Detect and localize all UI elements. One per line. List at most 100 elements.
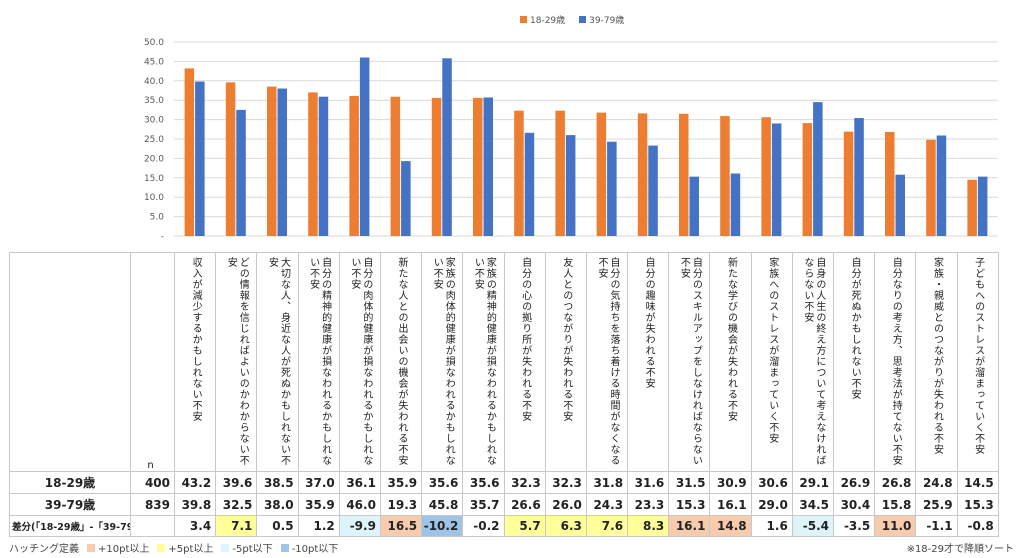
value-cell: 37.0 xyxy=(297,471,340,494)
category-header-cell: 家族の肉体的健康が損なわれるかもしれない不安 xyxy=(421,252,464,472)
hatching-legend-label: ハッチング定義 xyxy=(9,544,79,555)
bar-18-29 xyxy=(514,110,524,236)
value-cell: 14.5 xyxy=(956,471,999,494)
row-label: 39-79歳 xyxy=(9,493,131,516)
chart-legend: 18-29歳 39-79歳 xyxy=(520,12,624,26)
hatching-swatch xyxy=(87,543,95,552)
category-header-cell: 自身の人生の終え方について考えなければならない不安 xyxy=(791,252,835,472)
value-cell: 26.8 xyxy=(874,471,917,494)
value-cell: 16.1 xyxy=(709,493,752,516)
legend-item: 18-29歳 xyxy=(520,12,565,26)
category-label: 自分なりの考え方、思考法が持てない不安 xyxy=(890,257,902,466)
bar-18-29 xyxy=(926,139,936,236)
y-tick-label: 30.0 xyxy=(144,116,164,126)
value-cell: 38.5 xyxy=(256,471,299,494)
value-cell: 26.0 xyxy=(544,493,587,516)
category-label: 子どもへのストレスが溜まっていく不安 xyxy=(972,257,984,455)
bar-39-79 xyxy=(483,97,493,236)
hatching-item: -5pt以下 xyxy=(221,540,273,555)
category-label: 大切な人、身近な人が死ぬかもしれない不安 xyxy=(266,257,290,466)
bar-18-29 xyxy=(267,86,277,237)
bar-39-79 xyxy=(689,176,699,236)
diff-cell: 5.7 xyxy=(503,515,546,537)
table-row: 39-79歳 839 39.8 32.5 38.0 35.9 46.0 19.3 45.8 35.… xyxy=(9,493,999,516)
hatching-label: +10pt以上 xyxy=(98,544,150,555)
bar-39-79 xyxy=(318,96,329,236)
legend-item: 39-79歳 xyxy=(579,12,624,26)
category-label: 新たな学びの機会が失われる不安 xyxy=(725,257,737,422)
bar-18-29 xyxy=(308,92,318,236)
bar-18-29 xyxy=(637,113,648,236)
bar-39-79 xyxy=(565,135,576,236)
sort-note: ※18-29才で降順ソート xyxy=(906,544,1014,555)
category-header-cell: 自分のスキルアップをしなければならない不安 xyxy=(668,252,711,472)
value-cell: 32.3 xyxy=(503,471,546,494)
diff-cell: -5.4 xyxy=(791,515,835,537)
category-header-cell: 自分の趣味が失われる不安 xyxy=(627,252,670,472)
value-cell: 38.0 xyxy=(256,493,299,516)
value-cell: 15.3 xyxy=(668,493,711,516)
hatching-item: +5pt以上 xyxy=(157,540,213,555)
diff-cell: 14.8 xyxy=(709,515,752,537)
bar-18-29 xyxy=(431,97,442,236)
hatching-label: +5pt以上 xyxy=(168,544,214,555)
bar-18-29 xyxy=(802,123,813,236)
y-tick-label: 45.0 xyxy=(144,57,164,67)
bar-39-79 xyxy=(277,88,287,236)
category-label: どの情報を信じればよいのかわからない不安 xyxy=(225,257,249,466)
category-label: 自分が死ぬかもしれない不安 xyxy=(849,257,861,400)
bar-chart: 50.0 45.0 40.0 35.0 30.0 25.0 20.0 15.0 10.0 5.0 - xyxy=(144,38,998,242)
y-tick-label: 20.0 xyxy=(144,154,164,164)
row-label: 18-29歳 xyxy=(9,471,131,494)
category-header-cell: 自分の心の拠り所が失われる不安 xyxy=(503,252,546,472)
y-tick-label: 15.0 xyxy=(144,174,164,184)
diff-cell: -1.1 xyxy=(915,515,958,537)
bar-39-79 xyxy=(936,135,947,236)
value-cell: 35.9 xyxy=(379,471,423,494)
bar-18-29 xyxy=(967,179,977,236)
bar-18-29 xyxy=(596,112,607,236)
bar-39-79 xyxy=(607,141,617,236)
value-cell: 43.2 xyxy=(173,471,217,494)
diff-cell: -3.5 xyxy=(832,515,876,537)
category-header-cell: 大切な人、身近な人が死ぬかもしれない不安 xyxy=(256,252,299,472)
category-label: 自分の気持ちを落ち着ける時間がなくなる不安 xyxy=(595,257,619,466)
category-header-cell: 自分の気持ちを落ち着ける時間がなくなる不安 xyxy=(585,252,629,472)
bar-39-79 xyxy=(442,58,452,236)
legend-label: 18-29歳 xyxy=(530,15,566,26)
y-tick-label: 40.0 xyxy=(144,77,164,87)
bar-18-29 xyxy=(555,110,565,236)
y-tick-label: - xyxy=(161,232,164,242)
y-tick-label: 5.0 xyxy=(150,213,165,223)
value-cell: 23.3 xyxy=(627,493,670,516)
bar-39-79 xyxy=(730,173,741,236)
bar-18-29 xyxy=(473,97,483,236)
diff-cell: -0.8 xyxy=(956,515,999,537)
category-header-cell: 新たな学びの機会が失われる不安 xyxy=(709,252,752,472)
category-header-cell: 家族へのストレスが溜まっていく不安 xyxy=(750,252,793,472)
category-label: 自分の精神的健康が損なわれるかもしれない不安 xyxy=(307,257,331,466)
category-header-cell: どの情報を信じればよいのかわからない不安 xyxy=(215,252,258,472)
hatching-swatch xyxy=(221,543,230,552)
category-label: 自分の心の拠り所が失われる不安 xyxy=(519,257,531,422)
bar-39-79 xyxy=(771,123,782,236)
diff-cell: -9.9 xyxy=(338,515,381,537)
value-cell: 24.8 xyxy=(915,471,958,494)
value-cell: 35.6 xyxy=(421,471,464,494)
category-label: 家族へのストレスが溜まっていく不安 xyxy=(766,257,778,444)
category-label: 家族の精神的健康が損なわれるかもしれない不安 xyxy=(472,257,496,466)
bar-39-79 xyxy=(401,161,411,236)
value-cell: 26.9 xyxy=(832,471,876,494)
value-cell: 31.5 xyxy=(668,471,711,494)
category-header-cell: 収入が減少するかもしれない不安 xyxy=(173,252,217,472)
bar-39-79 xyxy=(895,174,905,236)
category-label: 新たな人との出会いの機会が失われる不安 xyxy=(396,257,408,466)
hatching-swatch xyxy=(280,543,289,552)
bar-18-29 xyxy=(720,116,730,236)
category-header-cell: 自分の肉体的健康が損なわれるかもしれない不安 xyxy=(338,252,381,472)
row-n: 839 xyxy=(130,493,175,516)
bar-39-79 xyxy=(359,57,370,236)
value-cell: 32.3 xyxy=(544,471,587,494)
diff-cell: 1.2 xyxy=(297,515,340,537)
row-n xyxy=(130,515,175,537)
